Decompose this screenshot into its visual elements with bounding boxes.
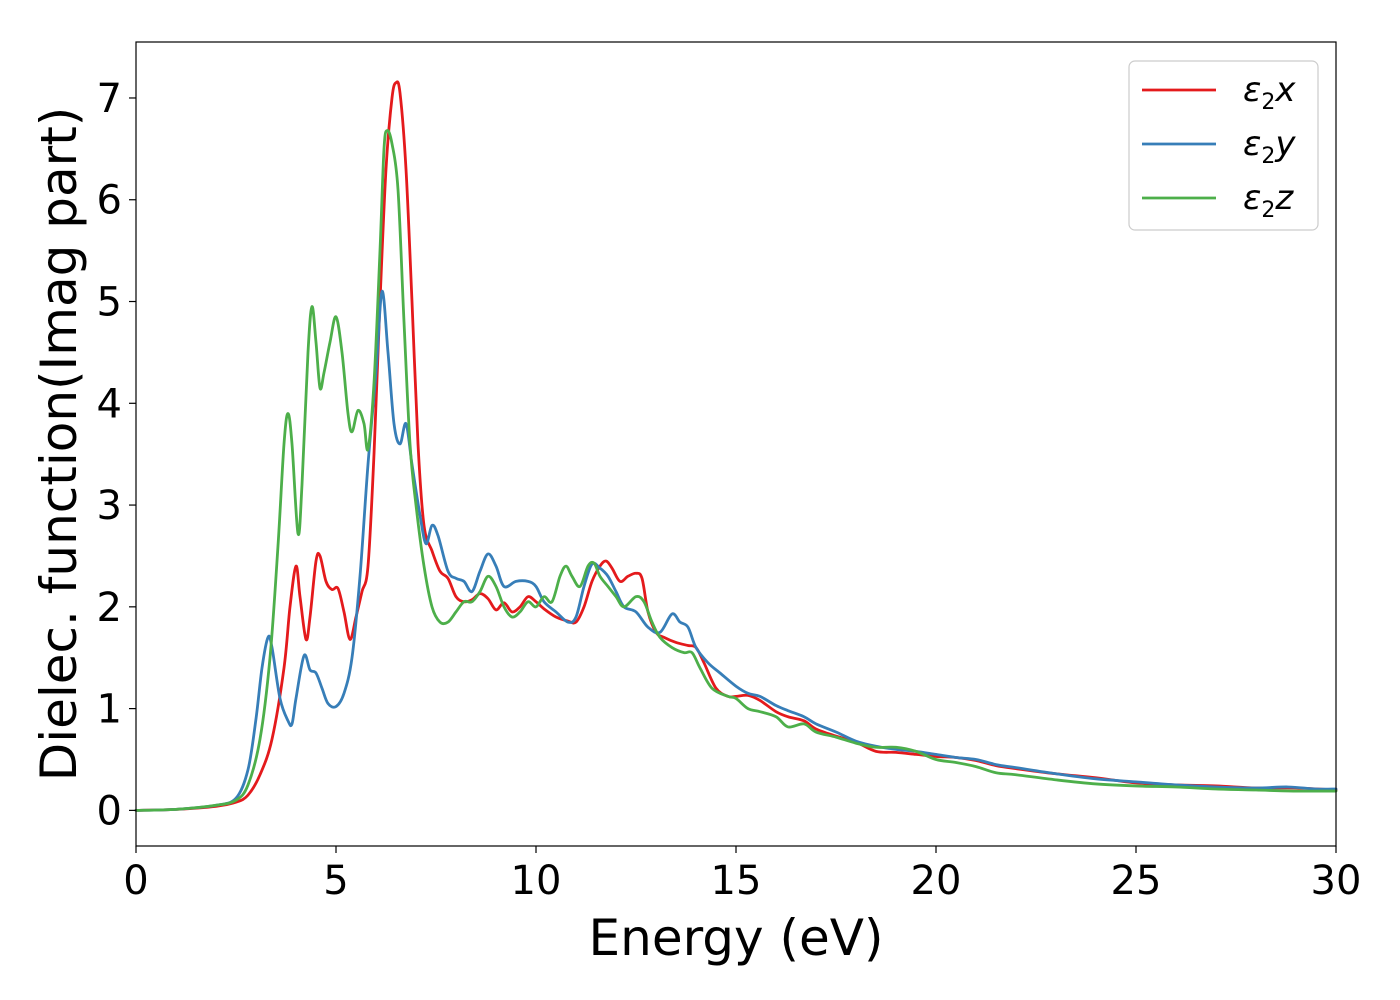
y-axis-ticks: 0 1 2 3 4 5 6 7 (97, 76, 136, 834)
y-tick-label: 3 (97, 483, 122, 529)
x-tick-label: 25 (1111, 858, 1162, 904)
x-tick-label: 20 (911, 858, 962, 904)
x-tick-label: 30 (1311, 858, 1362, 904)
y-tick-label: 1 (97, 687, 122, 733)
y-axis-title: Dielec. function(Imag part) (30, 107, 88, 782)
legend: ε2x ε2y ε2z (1128, 60, 1319, 231)
y-tick-label: 2 (97, 585, 122, 631)
y-tick-label: 6 (97, 178, 122, 224)
lines-layer (134, 80, 1338, 812)
y-tick-label: 0 (97, 788, 122, 834)
series-line-z (134, 129, 1338, 812)
x-axis-ticks: 0 5 10 15 20 25 30 (123, 846, 1361, 904)
legend-label-y: ε2y (1243, 124, 1296, 169)
x-axis-title: Energy (eV) (589, 909, 884, 967)
legend-box (1128, 60, 1319, 231)
y-tick-label: 4 (97, 381, 122, 427)
legend-label-z: ε2z (1243, 178, 1294, 223)
x-tick-label: 15 (711, 858, 762, 904)
legend-label-x: ε2x (1243, 70, 1296, 115)
y-tick-label: 5 (97, 280, 122, 326)
series-line-y (134, 289, 1338, 812)
x-tick-label: 0 (123, 858, 148, 904)
x-tick-label: 10 (511, 858, 562, 904)
x-tick-label: 5 (323, 858, 348, 904)
y-tick-label: 7 (97, 76, 122, 122)
